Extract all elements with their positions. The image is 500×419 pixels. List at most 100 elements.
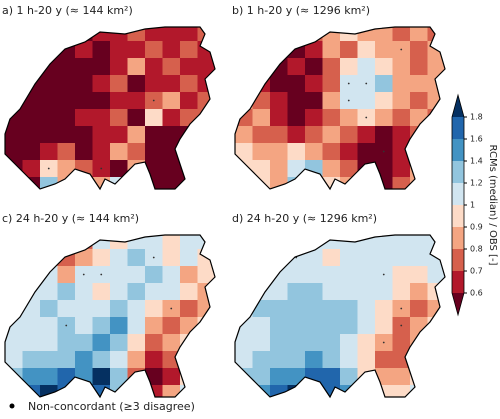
grid-cell: [235, 58, 253, 76]
grid-cell: [5, 351, 23, 369]
grid-cell: [145, 41, 163, 59]
grid-cell: [180, 75, 198, 93]
grid-cell: [270, 351, 288, 369]
grid-cell: [252, 317, 271, 335]
noncordant-dot: [365, 82, 368, 85]
grid-cell: [57, 92, 76, 110]
grid-cell: [392, 75, 411, 93]
grid-cell: [162, 317, 181, 335]
grid-cell: [357, 266, 376, 284]
noncordant-dot: [400, 324, 403, 327]
grid-cell: [110, 58, 128, 76]
grid-cell: [145, 143, 163, 161]
grid-cell: [270, 143, 288, 161]
grid-cell: [57, 177, 76, 189]
grid-cell: [427, 126, 445, 144]
grid-cell: [322, 368, 341, 386]
grid-cell: [197, 92, 215, 110]
grid-cell: [375, 317, 393, 335]
grid-cell: [180, 300, 198, 318]
grid-cell: [40, 368, 58, 386]
colorbar-tick-label: 0.8: [470, 245, 483, 254]
grid-cell: [40, 41, 58, 59]
grid-cell: [75, 58, 93, 76]
grid-cell: [145, 283, 163, 301]
noncordant-dot: [382, 273, 385, 276]
grid-cell: [340, 109, 358, 127]
grid-cell: [235, 177, 253, 189]
grid-cell: [270, 27, 288, 42]
grid-cell: [375, 283, 393, 301]
grid-cell: [427, 143, 445, 161]
colorbar-extend: [452, 95, 464, 117]
noncordant-dot: [277, 256, 280, 259]
grid-cell: [410, 75, 428, 93]
grid-cell: [5, 109, 23, 127]
grid-cell: [92, 109, 111, 127]
grid-cell: [162, 92, 181, 110]
grid-cell: [305, 317, 323, 335]
colorbar-segment: [452, 161, 464, 183]
grid-cell: [287, 300, 306, 318]
grid-cell: [40, 109, 58, 127]
grid-cell: [57, 235, 76, 250]
colorbar-tick-label: 1.2: [470, 179, 483, 188]
grid-cell: [410, 235, 428, 250]
grid-cell: [197, 368, 215, 386]
colorbar-segment: [452, 183, 464, 205]
noncordant-dot: [347, 82, 350, 85]
grid-cell: [92, 41, 111, 59]
grid-cell: [57, 126, 76, 144]
noncordant-dot: [400, 48, 403, 51]
noncordant-dot: [382, 150, 385, 153]
noncordant-dot: [152, 256, 155, 259]
grid-cell: [180, 92, 198, 110]
noncordant-dot: [47, 256, 50, 259]
grid-cell: [427, 317, 445, 335]
grid-cell: [5, 177, 23, 189]
grid-cell: [305, 177, 323, 189]
grid-cell: [180, 283, 198, 301]
grid-cell: [235, 351, 253, 369]
noncordant-dot: [365, 116, 368, 119]
grid-cell: [40, 300, 58, 318]
grid-cell: [305, 126, 323, 144]
grid-cell: [375, 300, 393, 318]
grid-cell: [305, 283, 323, 301]
grid-cell: [75, 317, 93, 335]
grid-cell: [145, 334, 163, 352]
grid-cell: [5, 126, 23, 144]
grid-cell: [22, 235, 41, 250]
grid-cell: [180, 109, 198, 127]
grid-cell: [235, 385, 253, 397]
grid-cell: [180, 249, 198, 267]
grid-cell: [305, 300, 323, 318]
grid-cell: [270, 75, 288, 93]
grid-cell: [287, 283, 306, 301]
grid-cell: [357, 351, 376, 369]
grid-cell: [410, 283, 428, 301]
grid-cell: [252, 160, 271, 178]
grid-cell: [110, 160, 128, 178]
grid-cell: [235, 143, 253, 161]
grid-cell: [322, 317, 341, 335]
colorbar-segment: [452, 249, 464, 271]
grid-cell: [22, 160, 41, 178]
grid-cell: [127, 41, 146, 59]
colorbar-segment: [452, 139, 464, 161]
grid-cell: [252, 351, 271, 369]
grid-cell: [340, 58, 358, 76]
grid-cell: [197, 126, 215, 144]
grid-cell: [305, 75, 323, 93]
grid-cell: [235, 126, 253, 144]
grid-cell: [270, 235, 288, 250]
grid-cell: [22, 109, 41, 127]
grid-cell: [427, 334, 445, 352]
grid-cell: [322, 351, 341, 369]
grid-cell: [427, 385, 445, 397]
grid-cell: [92, 351, 111, 369]
colorbar-tick-label: 1: [470, 201, 475, 210]
grid-cell: [40, 351, 58, 369]
grid-cell: [127, 75, 146, 93]
grid-cell: [127, 283, 146, 301]
